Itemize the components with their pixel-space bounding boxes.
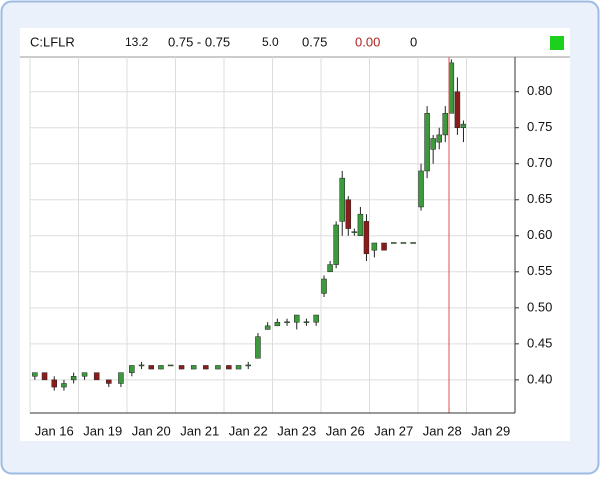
candle-body [106,379,112,384]
candle-body [357,213,364,237]
candle-body [381,242,387,251]
panel [20,28,570,441]
candle-body [339,177,345,222]
candle-body [333,224,339,265]
y-tick-label: 0.65 [527,191,552,206]
candle-body [363,221,370,255]
candle-body [442,113,449,136]
candle-body [274,321,281,327]
y-tick-label: 0.70 [527,155,552,170]
header-field: 13.2 [125,35,149,49]
candle-body [321,278,327,294]
candle-body [235,365,242,370]
candle-body [391,242,397,244]
header-field: 0.75 [302,34,327,49]
candle-body [190,365,197,370]
candle-body [264,325,271,330]
candle-body [203,365,209,370]
x-tick-label: Jan 27 [374,423,413,438]
y-tick-label: 0.60 [527,227,552,242]
candle-body [448,62,455,114]
y-tick-label: 0.55 [527,263,552,278]
candle-body [129,365,135,373]
candle-body [118,372,124,384]
x-tick-label: Jan 28 [423,423,462,438]
candle-body [430,138,436,150]
x-tick-label: Jan 23 [277,423,316,438]
candle-body [226,365,232,370]
candle-body [167,364,174,367]
candle-body [424,113,430,172]
candle-body [454,91,461,128]
candle-body [436,134,442,143]
candle-body [61,383,67,388]
y-tick-label: 0.80 [527,83,552,98]
y-tick-label: 0.45 [527,335,552,350]
candle-body [215,365,221,370]
candle-body [255,336,261,359]
candle-body [32,372,38,377]
candle-body [81,372,88,377]
candle-body [284,321,290,323]
candle-body [178,365,185,370]
header-field: 5.0 [262,35,279,49]
candle-body [345,199,352,229]
candle-body [313,314,319,323]
header-field: 0.75 - 0.75 [168,34,230,49]
candle-body [158,365,164,370]
y-tick-label: 0.75 [527,119,552,134]
candle-body [51,379,57,388]
x-tick-label: Jan 19 [83,423,122,438]
x-tick-label: Jan 21 [180,423,219,438]
candle-body [138,364,145,367]
candle-body [294,314,300,323]
candle-body [245,364,251,367]
y-tick-label: 0.50 [527,299,552,314]
symbol: C:LFLR [30,34,75,49]
x-tick-label: Jan 29 [471,423,510,438]
candle-body [371,242,378,251]
x-tick-label: Jan 16 [35,423,74,438]
candle-body [41,372,48,381]
candle-body [351,231,358,233]
x-tick-label: Jan 26 [326,423,365,438]
candle-body [303,321,310,323]
candle-body [327,264,333,273]
header-field: 0 [410,34,417,49]
candle-body [93,372,100,381]
candle-body [410,242,416,244]
candle-body [460,123,467,128]
candle-body [70,376,77,381]
x-tick-label: Jan 20 [132,423,171,438]
candle-body [400,242,407,244]
candle-body [148,365,154,370]
x-tick-label: Jan 22 [229,423,268,438]
y-tick-label: 0.40 [527,371,552,386]
status-indicator [550,36,564,50]
candle-body [418,170,424,208]
header-field: 0.00 [355,34,380,49]
